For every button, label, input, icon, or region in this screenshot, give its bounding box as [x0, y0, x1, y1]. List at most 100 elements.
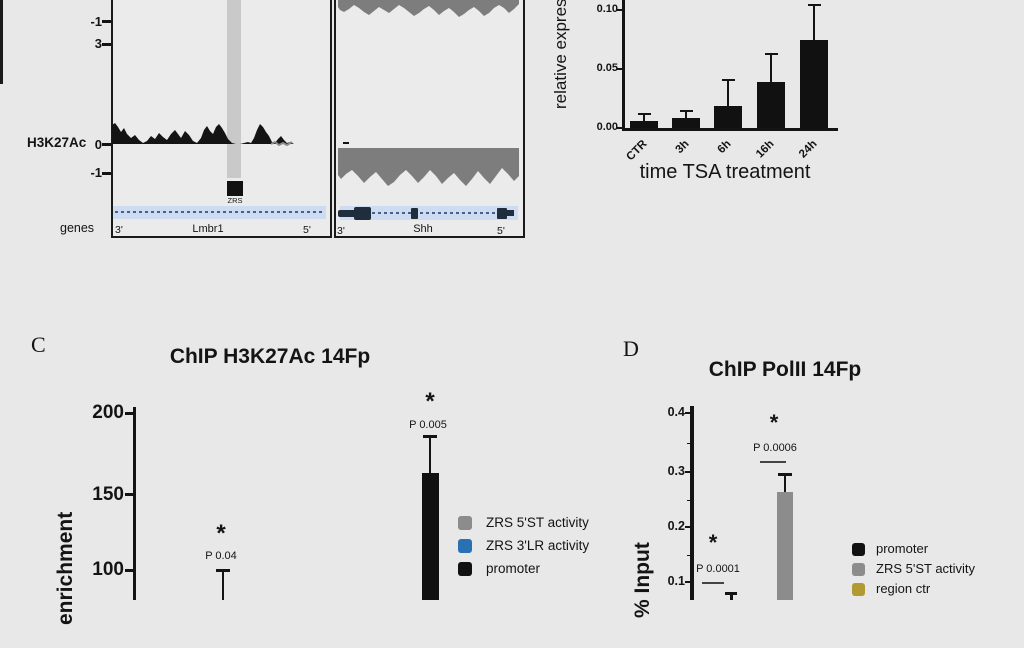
shh-exon-big: [354, 206, 371, 220]
h3k27ac-signal: [112, 123, 294, 144]
legend-label: region ctr: [876, 581, 931, 596]
page-edge-artifact: [0, 0, 3, 84]
y-tick-label: 0.00: [596, 121, 618, 133]
legend-swatch: [458, 539, 472, 553]
y-tick-mark: [685, 526, 691, 528]
y-tick-label: 0.2: [667, 519, 685, 533]
tsa-ylabel: relative expression: [551, 0, 570, 109]
lmbr1-gene-name: Lmbr1: [192, 223, 224, 235]
y-tick-label: 100: [92, 559, 124, 580]
panel-d-ylabel: % Input: [631, 542, 654, 618]
error-bar-cap: [725, 591, 737, 595]
legend-label: ZRS 5'ST activity: [486, 515, 589, 530]
error-bar-cap: [216, 568, 230, 572]
significance-star: *: [216, 520, 226, 547]
error-bar-line: [729, 593, 733, 600]
y-minor-tick-mark: [687, 442, 691, 444]
shh-exon-right: [497, 207, 507, 219]
bar: [757, 82, 785, 129]
tsa-x-axis: [622, 128, 838, 131]
y-minor-tick-mark: [687, 499, 691, 501]
lmbr1-3prime-label: 3': [115, 224, 123, 236]
y-tick-mark: [617, 68, 623, 70]
y-tick-mark: [685, 581, 691, 583]
significance-star: *: [708, 530, 718, 555]
browser-upper-tick-neg1: -1: [90, 14, 102, 29]
legend-label: promoter: [876, 541, 929, 556]
error-bar-cap: [807, 3, 821, 6]
shh-exon-right-nub: [507, 210, 514, 216]
p-value-label: P 0.005: [409, 419, 447, 431]
error-bar-line: [770, 54, 772, 83]
shh-gene-name: Shh: [413, 223, 433, 235]
legend-label: ZRS 3'LR activity: [486, 538, 590, 553]
error-bar-line: [685, 110, 687, 118]
genes-row-label: genes: [60, 221, 95, 235]
error-bar-cap: [778, 473, 792, 476]
legend-swatch: [852, 563, 865, 576]
y-minor-tick-mark: [687, 554, 691, 556]
panel-d-y-axis: [690, 406, 694, 600]
error-bar-cap: [637, 113, 651, 116]
y-tick-mark: [685, 412, 691, 414]
error-bar-cap: [721, 79, 735, 82]
y-tick-label: 0.3: [667, 464, 685, 478]
browser-upper-tick-3: 3: [94, 36, 102, 51]
shh-3prime-label: 3': [337, 225, 345, 237]
h3k27ac-zero-tick: 0: [94, 137, 102, 152]
y-tick-mark: [617, 9, 623, 11]
h3k27ac-track-label: H3K27Ac: [27, 135, 87, 150]
legend-swatch: [852, 583, 865, 596]
p-value-underline: [760, 461, 786, 463]
h3k27ac-neg1-tick: -1: [90, 165, 102, 180]
p-value-label: P 0.0001: [696, 563, 740, 575]
y-tick-label: 0.4: [667, 405, 685, 419]
significance-star: *: [425, 388, 435, 415]
bar: [777, 491, 793, 600]
panel-c-letter: C: [31, 332, 46, 357]
shh-mid-signal: [338, 148, 519, 186]
p-value-underline: [702, 582, 724, 584]
y-tick-mark: [125, 411, 134, 415]
panel-c-title: ChIP H3K27Ac 14Fp: [169, 345, 371, 368]
error-bar-cap: [423, 435, 437, 439]
shh-5prime-label: 5': [497, 225, 505, 237]
shh-exon-left-arm: [338, 209, 360, 217]
p-value-label: P 0.04: [205, 550, 237, 562]
figure-canvas: { "colors": { "background": "#e8e8e8", "…: [0, 0, 976, 625]
significance-star: *: [769, 410, 779, 435]
error-bar-cap: [679, 109, 693, 112]
y-tick-label: 200: [92, 402, 124, 423]
browser-tick-mark: [102, 43, 111, 46]
bar: [800, 40, 828, 129]
bar: [630, 121, 658, 129]
browser-panel-lmbr1: [111, 0, 332, 238]
error-bar-line: [727, 80, 729, 107]
browser-tick-mark: [102, 172, 111, 175]
panel-d-title: ChIP PolII 14Fp: [708, 358, 862, 381]
error-bar-line: [643, 114, 645, 122]
lmbr1-gene-dashline: [115, 211, 324, 213]
y-tick-label: 0.05: [596, 62, 618, 74]
p-value-label: P 0.0006: [753, 442, 797, 454]
error-bar-line: [784, 474, 786, 492]
lmbr1-5prime-label: 5': [303, 224, 311, 236]
zrs-label: ZRS: [227, 196, 243, 205]
bar: [421, 472, 439, 600]
legend-swatch: [458, 562, 472, 576]
panel-c-y-axis: [132, 407, 136, 600]
zrs-box: [227, 181, 243, 196]
error-bar-cap: [764, 53, 778, 56]
error-bar-line: [428, 436, 432, 473]
panel-d-letter: D: [623, 336, 639, 361]
y-tick-label: 0.1: [667, 574, 685, 588]
legend-swatch: [458, 516, 472, 530]
tsa-y-axis: [622, 0, 625, 130]
y-tick-mark: [125, 568, 134, 572]
legend-swatch: [852, 543, 865, 556]
y-tick-mark: [617, 127, 623, 129]
y-tick-label: 150: [92, 483, 124, 505]
shh-gene-dashline: [342, 212, 516, 214]
zrs-highlight-band: [227, 0, 241, 178]
signal-gray-tail: [271, 140, 293, 147]
